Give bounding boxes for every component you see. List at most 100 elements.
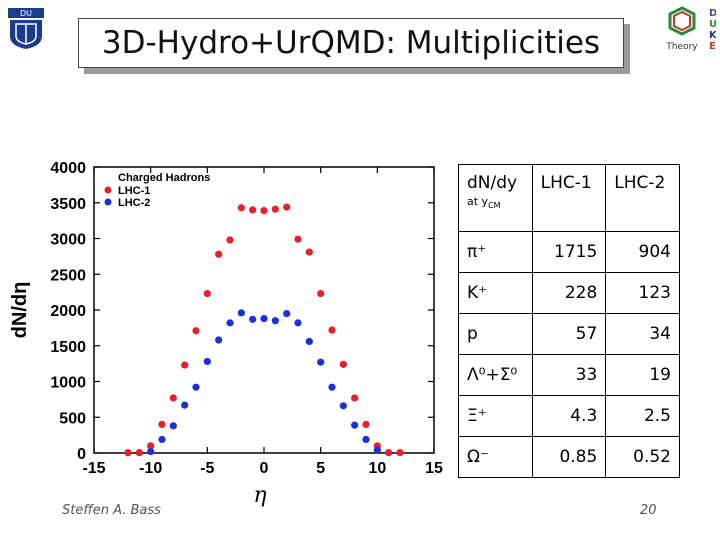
data-point <box>396 449 404 457</box>
data-point <box>362 420 370 428</box>
duke-theory-logo-icon: Theory D U K E <box>664 4 718 54</box>
data-point <box>226 236 234 244</box>
data-point <box>283 203 291 211</box>
legend-header: Charged Hadrons <box>118 172 210 184</box>
data-point <box>237 309 245 317</box>
data-point <box>294 319 302 327</box>
table-header-dndy-label: dN/dy <box>467 173 518 193</box>
data-point <box>317 289 325 298</box>
data-point <box>339 402 347 410</box>
table-header-sub-text: at y <box>467 195 489 208</box>
x-axis-label: η <box>253 483 266 508</box>
lhc1-cell: 4.3 <box>532 395 607 437</box>
table-header-sub-cm: CM <box>488 201 501 211</box>
table-header-lhc2: LHC-2 <box>614 173 666 193</box>
x-tick-label: 15 <box>425 460 443 477</box>
x-tick-label: 10 <box>368 460 386 477</box>
data-point <box>339 360 347 368</box>
data-point <box>271 317 279 325</box>
x-tick-label: 0 <box>260 460 269 477</box>
data-point <box>169 394 177 402</box>
table-header-row: dN/dy at yCM LHC-1 LHC-2 <box>458 164 680 232</box>
y-tick-label: 2000 <box>50 303 86 320</box>
x-tick-label: -10 <box>139 460 162 477</box>
lhc1-cell: 1715 <box>532 231 607 273</box>
data-point <box>192 327 200 335</box>
slide-title-text: 3D-Hydro+UrQMD: Multiplicities <box>101 25 601 61</box>
legend-marker <box>104 186 112 194</box>
logo-letter-k: K <box>709 30 716 41</box>
data-point <box>260 314 268 323</box>
data-point <box>135 449 143 457</box>
x-tick-label: 5 <box>316 460 325 477</box>
y-axis-label: dN/dη <box>9 282 31 339</box>
lhc1-cell: 228 <box>532 272 607 314</box>
data-point <box>215 336 223 344</box>
data-point <box>362 435 370 444</box>
particle-cell: K⁺ <box>458 272 533 314</box>
y-tick-label: 2500 <box>50 267 86 284</box>
lhc1-cell: 0.85 <box>532 436 607 478</box>
lhc1-cell: 57 <box>532 313 607 355</box>
lhc2-cell: 904 <box>605 231 680 273</box>
logo-letter-e: E <box>709 41 716 52</box>
table-header-subtitle: at yCM <box>467 195 532 210</box>
lhc2-cell: 123 <box>605 272 680 314</box>
multiplicity-chart: -15 -10 -5 0 5 10 15 0 500 1000 1500 2000 2500 3000 35… <box>9 160 443 508</box>
data-point <box>181 361 189 369</box>
data-point <box>181 401 189 409</box>
data-point <box>158 435 166 444</box>
y-tick-label: 4000 <box>50 160 86 177</box>
y-tick-label: 3000 <box>50 232 86 249</box>
logo-letter-d: D <box>709 8 716 19</box>
legend-marker <box>104 198 112 206</box>
data-point <box>294 235 302 243</box>
data-point <box>147 442 155 450</box>
table-row: π⁺ 1715 904 <box>458 231 680 273</box>
logo-theory-text: Theory <box>665 42 698 52</box>
data-point <box>271 205 279 213</box>
particle-cell: π⁺ <box>458 231 533 273</box>
duke-university-shield-icon: DU <box>8 8 44 49</box>
y-tick-label: 3500 <box>50 196 86 213</box>
data-point <box>158 420 166 428</box>
data-point <box>317 358 325 366</box>
lhc2-cell: 2.5 <box>605 395 680 437</box>
data-point <box>305 337 313 346</box>
data-point <box>249 315 257 323</box>
data-point <box>283 309 291 318</box>
data-point <box>192 383 200 391</box>
logo-letter-u: U <box>709 19 716 30</box>
particle-cell: Ξ⁺ <box>458 395 533 437</box>
data-point <box>373 446 381 454</box>
lhc2-cell: 0.52 <box>633 447 671 467</box>
data-point <box>260 207 268 215</box>
lhc2-cell: 34 <box>605 313 680 355</box>
data-point <box>237 204 245 212</box>
table-row: p 57 34 <box>458 313 680 355</box>
y-tick-label: 0 <box>77 446 86 463</box>
data-point <box>249 206 257 214</box>
y-tick-label: 500 <box>59 410 86 427</box>
data-point <box>203 357 211 366</box>
table-row: Λ⁰+Σ⁰ 33 19 <box>458 354 680 396</box>
data-point <box>215 250 223 258</box>
data-point <box>385 449 393 457</box>
data-point <box>169 422 177 430</box>
table-row: Ω⁻ 0.85 0.52 <box>458 436 680 478</box>
legend-entry: LHC-2 <box>118 197 150 209</box>
page-number: 20 <box>640 503 657 518</box>
particle-cell: p <box>458 313 533 355</box>
table-row: K⁺ 228 123 <box>458 272 680 314</box>
table-header-dndy: dN/dy at yCM <box>458 164 533 232</box>
data-point <box>328 383 336 391</box>
lhc1-cell: 33 <box>532 354 607 396</box>
lhc2-cell: 19 <box>605 354 680 396</box>
data-point <box>305 248 313 256</box>
table-row: Ξ⁺ 4.3 2.5 <box>458 395 680 437</box>
data-point <box>226 319 234 327</box>
y-tick-label: 1000 <box>50 375 86 392</box>
data-point <box>351 394 359 402</box>
legend-entry: LHC-1 <box>118 185 150 197</box>
svg-text:DU: DU <box>20 9 32 18</box>
